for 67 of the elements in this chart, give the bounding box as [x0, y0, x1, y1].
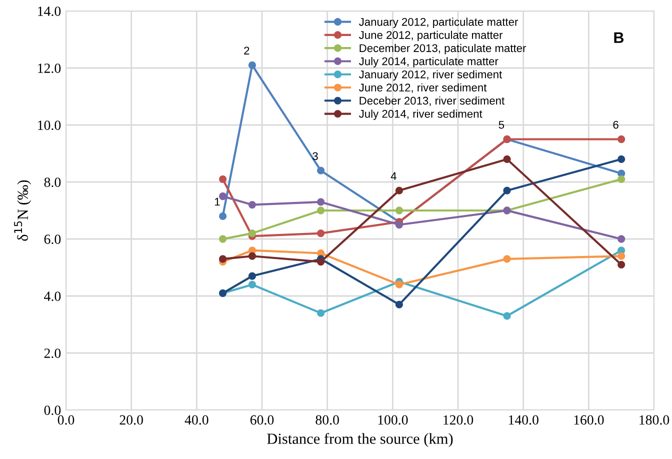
point [248, 229, 256, 238]
annotation: 6 [613, 120, 618, 129]
y-axis-title: δ$^{15}$N (‰) [14, 180, 32, 241]
annotation: 4 [390, 172, 396, 180]
x-tick-label: 160.0 [574, 415, 604, 425]
point [248, 252, 256, 260]
annotation: 2 [244, 46, 250, 55]
y-tick-label: 12.0 [38, 64, 61, 74]
point [395, 300, 404, 308]
y-tick-label: 2.0 [44, 348, 61, 358]
x-tick-label: 20.0 [120, 415, 143, 425]
y-tick-label: 4.0 [44, 292, 61, 302]
point [316, 258, 325, 266]
point [316, 229, 325, 238]
legend-label: June 2012, river sediment [359, 83, 487, 93]
annotation: 1 [215, 198, 220, 206]
point [316, 166, 325, 174]
x-tick-label: 80.0 [316, 415, 339, 425]
point [248, 280, 256, 288]
y-tick-label: 6.0 [44, 234, 61, 244]
point [218, 255, 227, 263]
x-tick-label: 60.0 [250, 415, 274, 425]
legend-label: July 2014, river sediment [359, 110, 482, 120]
annotation: B [614, 32, 624, 43]
legend-label: January 2012, particulate matter [359, 18, 518, 28]
y-tick-label: 14.0 [38, 6, 61, 16]
point [503, 312, 511, 320]
x-tick-label: 140.0 [508, 415, 538, 425]
point [503, 155, 511, 164]
point [218, 235, 227, 243]
x-axis-title: Distance from the source (km) [267, 433, 453, 448]
point [618, 260, 626, 268]
point [248, 272, 256, 280]
y-tick-label: 10.0 [38, 120, 61, 130]
point [395, 220, 404, 229]
point [248, 200, 256, 209]
point [248, 61, 256, 69]
y-tick-label: 8.0 [44, 178, 61, 188]
point [395, 206, 404, 214]
point [218, 212, 227, 220]
legend-label: June 2012, particulate matter [359, 30, 503, 42]
point [618, 175, 626, 183]
x-tick-label: 180.0 [640, 415, 670, 425]
point [316, 206, 325, 214]
point [618, 235, 626, 243]
legend-label: July 2014, particulate matter [359, 57, 498, 68]
point [618, 155, 626, 164]
y-tick-label: 0.0 [44, 406, 61, 416]
point [218, 175, 227, 183]
x-tick-label: 100.0 [378, 415, 408, 425]
point [503, 255, 511, 263]
annotation: 5 [498, 120, 504, 129]
x-tick-label: 120.0 [444, 415, 474, 425]
point [395, 186, 404, 194]
annotation: 3 [312, 152, 318, 160]
x-tick-label: 40.0 [184, 415, 208, 425]
point [395, 280, 404, 288]
point [618, 252, 626, 260]
legend-label: January 2012, river sediment [359, 70, 502, 81]
point [316, 198, 325, 206]
legend-label: December 2013, paticulate matter [360, 44, 526, 54]
x-tick-label: 0.0 [58, 415, 74, 425]
point [218, 192, 227, 200]
point [618, 135, 626, 144]
point [316, 309, 325, 317]
point [503, 186, 511, 194]
legend-label: Deceber 2013, river sediment [360, 96, 505, 106]
